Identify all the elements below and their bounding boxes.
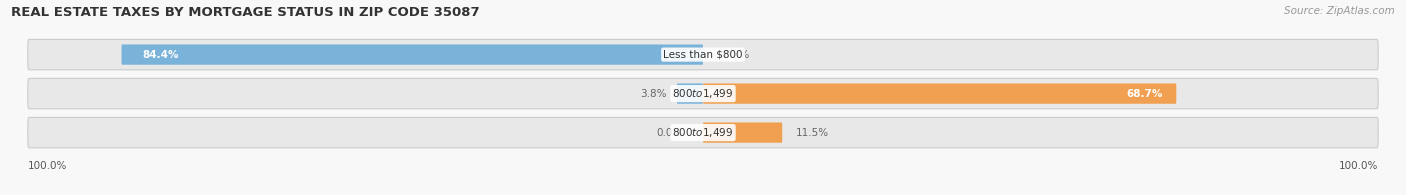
Text: 84.4%: 84.4%: [142, 50, 179, 60]
Text: $800 to $1,499: $800 to $1,499: [672, 87, 734, 100]
Text: Less than $800: Less than $800: [664, 50, 742, 60]
Text: 3.8%: 3.8%: [640, 89, 666, 99]
FancyBboxPatch shape: [703, 83, 1177, 104]
Text: 0.0%: 0.0%: [724, 50, 749, 60]
Text: 11.5%: 11.5%: [796, 128, 830, 138]
Text: Source: ZipAtlas.com: Source: ZipAtlas.com: [1284, 6, 1395, 16]
FancyBboxPatch shape: [28, 117, 1378, 148]
FancyBboxPatch shape: [703, 122, 782, 143]
FancyBboxPatch shape: [676, 83, 703, 104]
Text: 3.8%: 3.8%: [697, 89, 727, 99]
Text: 0.0%: 0.0%: [657, 128, 682, 138]
Text: REAL ESTATE TAXES BY MORTGAGE STATUS IN ZIP CODE 35087: REAL ESTATE TAXES BY MORTGAGE STATUS IN …: [11, 6, 479, 19]
FancyBboxPatch shape: [28, 78, 1378, 109]
Text: $800 to $1,499: $800 to $1,499: [672, 126, 734, 139]
FancyBboxPatch shape: [28, 39, 1378, 70]
Text: 68.7%: 68.7%: [1126, 89, 1163, 99]
Text: 100.0%: 100.0%: [1339, 161, 1378, 171]
Text: 100.0%: 100.0%: [28, 161, 67, 171]
FancyBboxPatch shape: [121, 44, 703, 65]
